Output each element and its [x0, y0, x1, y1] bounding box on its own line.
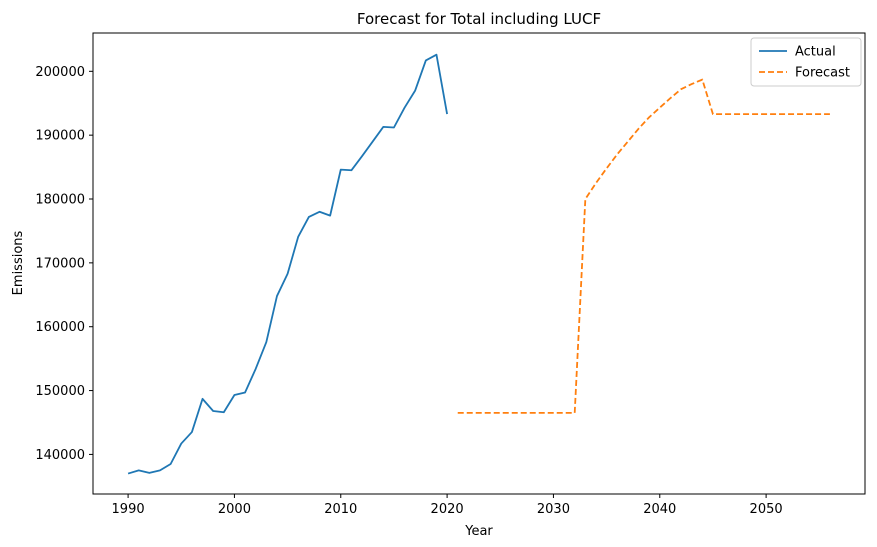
- x-tick-label: 2050: [750, 502, 783, 517]
- y-tick-label: 190000: [35, 129, 85, 144]
- x-tick-label: 2000: [218, 502, 251, 517]
- y-tick-label: 150000: [35, 384, 85, 399]
- series-layer: [127, 53, 830, 475]
- y-tick-label: 180000: [35, 193, 85, 208]
- x-tick-label: 1990: [112, 502, 145, 517]
- series-line-forecast: [457, 78, 830, 414]
- plot-area: [92, 32, 866, 495]
- x-tick-label: 2010: [324, 502, 357, 517]
- y-axis: 140000 150000 160000 170000 180000 190000 2000…: [35, 65, 93, 463]
- y-tick-label: 160000: [35, 320, 85, 335]
- legend-box: [750, 37, 862, 87]
- chart-title: Forecast for Total including LUCF: [357, 10, 601, 28]
- x-tick-label: 2040: [643, 502, 676, 517]
- x-axis: 1990 2000 2010 2020 2030 2040 2050: [112, 494, 783, 517]
- x-tick-label: 2030: [537, 502, 570, 517]
- x-tick-label: 2020: [431, 502, 464, 517]
- series-line-actual: [127, 53, 448, 475]
- y-axis-label: Emissions: [11, 230, 26, 295]
- legend-label-forecast: Forecast: [795, 66, 850, 81]
- y-tick-label: 200000: [35, 65, 85, 80]
- legend: Actual Forecast: [750, 37, 862, 87]
- x-axis-label: Year: [464, 524, 493, 539]
- y-tick-label: 140000: [35, 448, 85, 463]
- y-tick-label: 170000: [35, 256, 85, 271]
- legend-label-actual: Actual: [795, 45, 836, 60]
